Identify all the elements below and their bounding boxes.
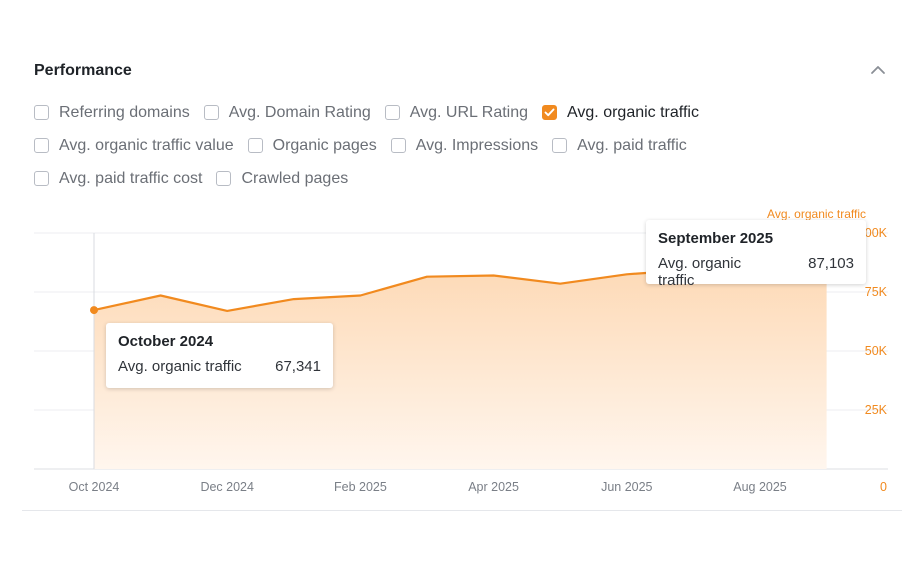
panel-title: Performance xyxy=(34,62,132,79)
x-tick-label: Aug 2025 xyxy=(733,480,787,494)
chevron-up-icon[interactable] xyxy=(868,60,888,80)
filter-label: Crawled pages xyxy=(241,169,349,187)
filter-label: Avg. paid traffic cost xyxy=(59,169,203,187)
filter-label: Avg. URL Rating xyxy=(409,103,529,121)
tooltip-label: Avg. organic traffic xyxy=(118,358,242,375)
filter-label: Referring domains xyxy=(59,103,190,121)
tooltip-value: 67,341 xyxy=(275,358,321,375)
data-point[interactable] xyxy=(90,306,98,315)
filter-label: Avg. Domain Rating xyxy=(228,103,371,121)
filter-checkbox[interactable] xyxy=(34,138,49,153)
filter-option[interactable]: Avg. organic traffic value xyxy=(34,137,234,155)
filter-row: Avg. organic traffic value Organic pages A… xyxy=(34,129,854,162)
filter-option[interactable]: Avg. Impressions xyxy=(390,136,539,155)
filter-label: Avg. paid traffic xyxy=(577,136,687,154)
filter-checkbox[interactable] xyxy=(34,105,49,120)
filter-option[interactable]: Referring domains xyxy=(34,104,190,122)
area-fill xyxy=(94,263,827,469)
filter-checkbox[interactable] xyxy=(216,171,232,186)
tooltip-value: 87,103 xyxy=(808,255,854,272)
y-tick-label: 50K xyxy=(865,344,888,358)
performance-panel: Performance Referring domains Avg. Domain… xyxy=(22,0,902,511)
filter-checkbox[interactable] xyxy=(34,171,49,186)
filter-checkbox[interactable] xyxy=(390,138,406,153)
y-tick-label: 25K xyxy=(865,403,888,417)
y-tick-label: 0 xyxy=(880,480,887,494)
x-tick-label: Oct 2024 xyxy=(69,480,120,494)
tooltip-end: September 2025 Avg. organic traffic 87,1… xyxy=(646,220,866,289)
filter-label: Avg. organic traffic value xyxy=(59,136,234,154)
y-tick-label: 75K xyxy=(865,285,888,299)
filter-option[interactable]: Organic pages xyxy=(247,136,377,155)
x-tick-label: Dec 2024 xyxy=(200,480,254,494)
tooltip-label: Avg. organic traffic xyxy=(658,255,742,289)
filter-label: Avg. organic traffic xyxy=(567,103,699,121)
filter-checkbox[interactable] xyxy=(552,138,568,153)
tooltip-title: September 2025 xyxy=(658,230,774,247)
filter-checkbox[interactable] xyxy=(247,138,263,153)
filter-option[interactable]: Avg. URL Rating xyxy=(384,103,529,122)
filter-row: Avg. paid traffic cost Crawled pages xyxy=(34,162,854,195)
x-tick-label: Feb 2025 xyxy=(334,480,387,494)
filter-checkbox[interactable] xyxy=(542,105,558,120)
filter-option[interactable]: Avg. paid traffic xyxy=(552,137,687,155)
metric-filters: Referring domains Avg. Domain Rating Avg. … xyxy=(34,96,854,195)
x-tick-label: Jun 2025 xyxy=(601,480,652,494)
series-legend-label: Avg. organic traffic xyxy=(767,207,866,221)
filter-label: Avg. Impressions xyxy=(415,136,539,154)
filter-option[interactable]: Crawled pages xyxy=(216,170,348,188)
tooltip-start: October 2024 Avg. organic traffic 67,341 xyxy=(106,323,333,388)
filter-label: Organic pages xyxy=(272,136,377,154)
filter-checkbox[interactable] xyxy=(384,105,400,120)
x-tick-label: Apr 2025 xyxy=(468,480,519,494)
filter-option[interactable]: Avg. paid traffic cost xyxy=(34,170,202,188)
filter-checkbox[interactable] xyxy=(203,105,219,120)
filter-option[interactable]: Avg. organic traffic xyxy=(542,104,699,122)
filter-option[interactable]: Avg. Domain Rating xyxy=(203,103,371,122)
check-icon xyxy=(544,108,555,117)
tooltip-title: October 2024 xyxy=(118,333,214,350)
filter-row: Referring domains Avg. Domain Rating Avg. … xyxy=(34,96,854,129)
